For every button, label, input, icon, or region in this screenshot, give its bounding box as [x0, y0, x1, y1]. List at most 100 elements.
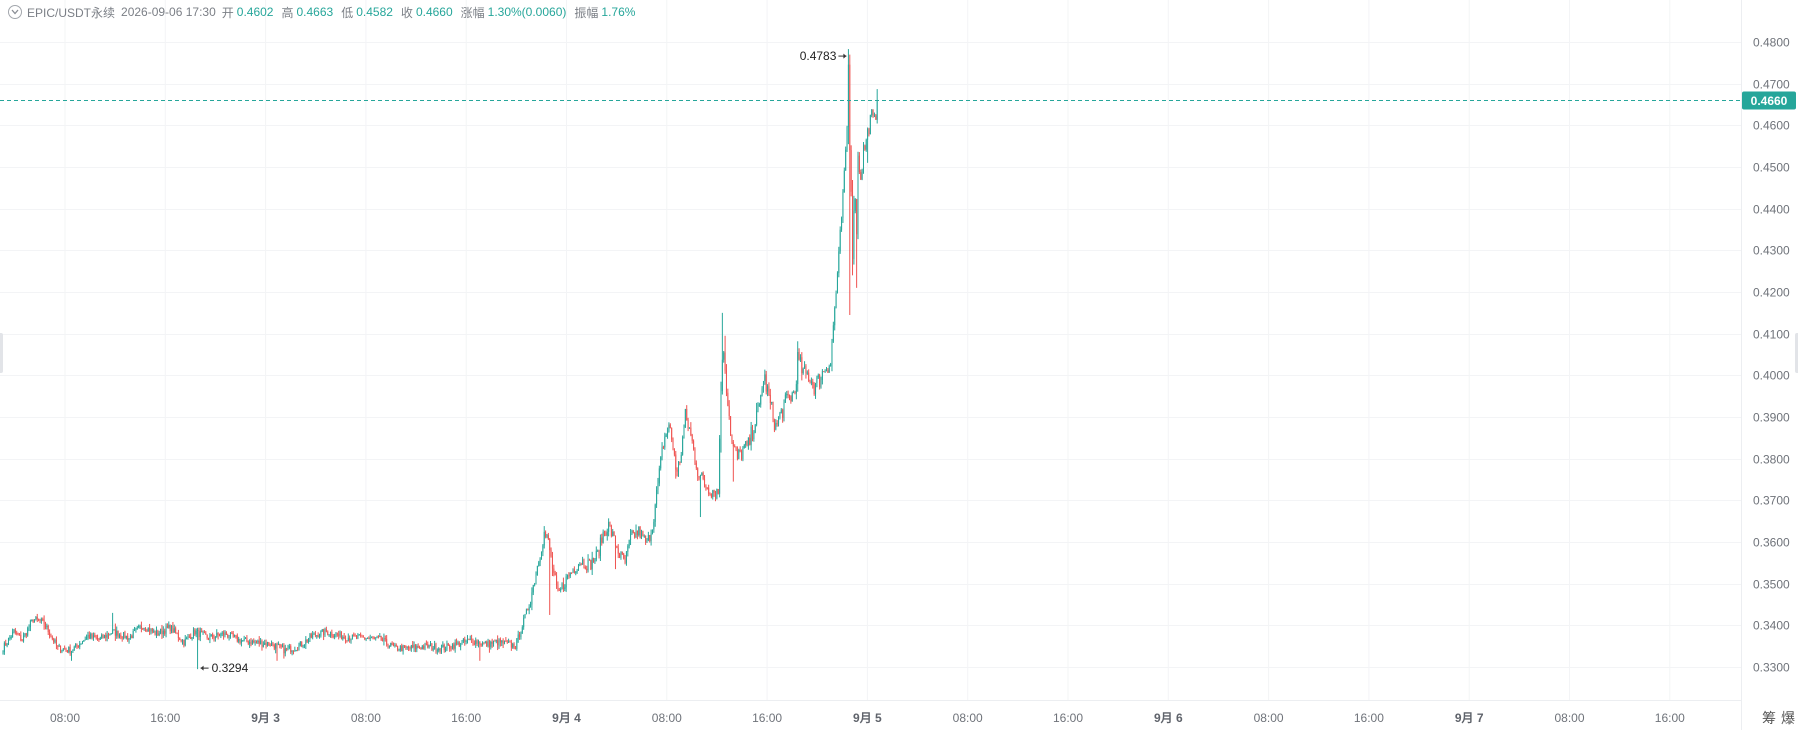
candle	[47, 624, 49, 636]
price-axis[interactable]: 0.4800 0.4700 0.4600 0.4500 0.4400 0.4300 0.42…	[1753, 36, 1790, 675]
candle-body	[210, 634, 212, 636]
candle-body	[38, 619, 40, 621]
candle-body	[484, 641, 486, 643]
candle-body	[486, 641, 488, 646]
candle-body	[395, 644, 397, 647]
candle-body	[539, 558, 541, 563]
candle-body	[606, 531, 608, 536]
candle	[110, 633, 112, 635]
candle	[164, 628, 166, 636]
candle-body	[784, 394, 786, 403]
liquidation-button[interactable]: 爆	[1781, 710, 1795, 726]
candle-body	[540, 552, 542, 559]
candle-body	[17, 633, 19, 635]
candle-body	[360, 634, 362, 636]
candle	[869, 114, 871, 135]
candle-body	[239, 638, 241, 643]
candle	[856, 198, 858, 288]
candle-body	[208, 637, 210, 640]
candle	[775, 419, 777, 431]
candle-body	[419, 647, 421, 649]
candle-body	[782, 409, 784, 419]
candle	[656, 486, 658, 508]
candle-body	[364, 637, 366, 640]
candle	[443, 643, 445, 653]
high-value: 0.4663	[296, 5, 334, 19]
candle	[364, 637, 366, 641]
candle-body	[362, 636, 364, 638]
candle	[166, 623, 168, 629]
candle	[21, 639, 23, 642]
candle	[131, 634, 133, 639]
candle-body	[597, 550, 599, 552]
candle-body	[868, 128, 870, 135]
candle-body	[264, 643, 266, 645]
candle-body	[542, 545, 544, 553]
candle	[240, 638, 242, 647]
candle-body	[283, 645, 285, 654]
candle-body	[466, 639, 468, 641]
current-price-tag	[1742, 91, 1796, 110]
candle-body	[117, 630, 119, 637]
time-axis[interactable]: 08:00 16:00 9月 3 08:00 16:00 9月 4 08:00 16:00 9月…	[50, 711, 1685, 725]
candle-body	[84, 639, 86, 641]
candle-body	[657, 483, 659, 490]
candle	[860, 169, 862, 181]
chips-button[interactable]: 筹	[1762, 710, 1776, 726]
candle	[516, 638, 518, 651]
candle	[188, 634, 190, 639]
candle-body	[173, 628, 175, 633]
candle-body	[332, 635, 334, 637]
candle-body	[225, 632, 227, 635]
candle	[494, 639, 496, 642]
candle	[551, 551, 553, 577]
candle-body	[243, 638, 245, 641]
candle-body	[715, 492, 717, 499]
candle	[38, 618, 40, 622]
candle	[366, 637, 368, 639]
candle-body	[212, 634, 214, 638]
candle-body	[579, 564, 581, 566]
collapse-chevron-icon[interactable]	[8, 5, 22, 19]
candle	[832, 321, 834, 343]
candle-body	[651, 529, 653, 534]
candle-body	[120, 634, 122, 638]
candle	[168, 621, 170, 629]
candle-body	[560, 588, 562, 591]
candle	[132, 628, 134, 639]
candle	[103, 634, 105, 639]
candle	[360, 632, 362, 638]
right-panel-handle[interactable]	[1795, 333, 1798, 373]
candle	[688, 427, 690, 429]
candle	[143, 627, 145, 631]
candle	[619, 552, 621, 559]
time-tick-label: 9月 4	[552, 711, 581, 725]
candle	[434, 640, 436, 650]
candle	[767, 384, 769, 397]
candle	[815, 382, 817, 399]
candle	[852, 179, 854, 276]
candle-body	[601, 537, 603, 543]
candle-body	[805, 365, 807, 374]
candle	[81, 640, 83, 645]
candle-body	[251, 640, 253, 645]
candle-body	[298, 645, 300, 651]
candle	[227, 633, 229, 639]
candle-body	[299, 641, 301, 646]
symbol-name[interactable]: EPIC/USDT永续	[27, 5, 116, 20]
candle-body	[858, 155, 860, 173]
candle	[327, 630, 329, 636]
left-panel-handle[interactable]	[0, 333, 3, 373]
candle-body	[806, 372, 808, 374]
candle-body	[764, 374, 766, 381]
candle-body	[43, 619, 45, 625]
candle	[225, 631, 227, 636]
candle-body	[162, 630, 164, 635]
candle	[475, 637, 477, 648]
candle-body	[58, 645, 60, 647]
candle	[779, 411, 781, 420]
candle-body	[462, 639, 464, 642]
candle-body	[679, 462, 681, 464]
